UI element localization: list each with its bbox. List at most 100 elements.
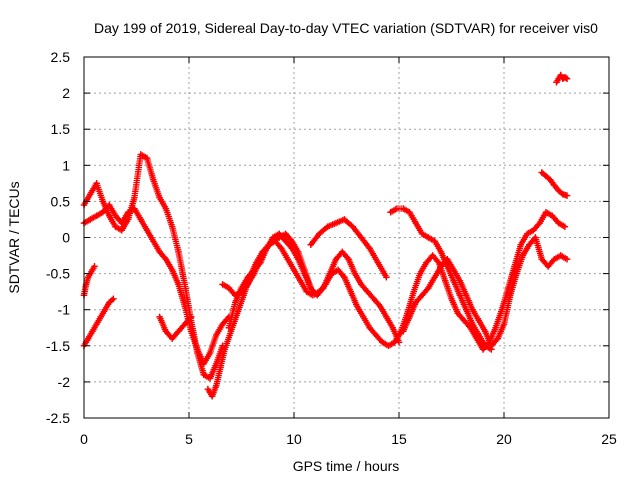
data-point [181,320,188,328]
data-point [513,270,520,277]
data-point [418,230,426,238]
data-point [169,335,176,342]
data-point [194,346,201,353]
data-point [387,209,394,216]
data-point [110,295,117,303]
grid-lines [84,57,609,418]
data-point [307,284,314,292]
series-4 [80,263,98,299]
data-point [162,205,170,212]
data-point [297,277,304,285]
data-point [469,320,476,328]
data-point [523,230,531,238]
data-point [364,288,371,295]
data-point [347,288,354,295]
data-point [549,212,556,220]
data-point [244,281,251,288]
series-2-markers [80,201,233,368]
data-point [206,375,214,382]
data-point [519,252,527,259]
data-point [238,288,245,295]
series-1 [80,151,226,382]
data-point [106,201,113,209]
data-point [358,281,365,288]
y-tick-label: -0.5 [46,266,70,282]
y-tick-label: -1 [58,302,71,318]
data-point [208,393,216,400]
data-point [206,349,214,357]
data-point [341,216,348,223]
x-tick-label: 0 [80,431,88,447]
y-tick-label: 1 [62,157,70,173]
data-point [376,302,384,310]
data-point [143,227,151,234]
y-tick-label: -2.5 [46,410,70,426]
x-tick-label: 20 [496,431,512,447]
y-axis-label: SDTVAR / TECUs [6,181,22,293]
data-point [353,302,361,310]
series-8-markers [219,230,314,299]
data-point [85,335,92,342]
data-point [463,306,470,313]
data-point [444,255,451,263]
data-point [473,335,480,342]
data-point [213,382,220,389]
data-point [532,234,539,241]
data-point [366,324,373,331]
y-tick-label: -1.5 [46,338,70,354]
data-point [517,241,524,248]
data-point [282,237,289,245]
data-point [219,281,226,288]
data-point [93,212,100,220]
series-11 [391,209,569,353]
x-tick-label: 15 [391,431,407,447]
data-point [406,209,413,216]
data-point [101,306,109,313]
data-point [162,255,170,263]
data-point [301,266,308,274]
data-point [156,313,163,321]
data-point [278,245,285,252]
data-point [379,338,386,346]
data-point [351,270,359,277]
data-point [332,255,340,263]
data-point [437,248,445,256]
data-point [213,331,220,339]
chart-title: Day 199 of 2019, Sidereal Day-to-day VTE… [94,20,598,36]
data-point [187,313,195,321]
x-tick-label: 25 [601,431,617,447]
data-point [488,342,495,349]
y-tick-label: -2 [58,374,71,390]
data-point [326,270,333,277]
data-point [89,266,96,274]
data-point [511,263,518,270]
data-point [463,292,470,299]
data-point [200,360,207,368]
data-point [507,292,514,299]
data-point [555,219,562,227]
data-point [416,270,424,277]
series-8 [219,230,314,299]
data-point [257,255,264,263]
data-point [553,79,560,86]
data-point [93,320,100,328]
data-point [538,255,545,263]
data-point [339,248,346,256]
data-point [542,172,550,180]
x-axis-label: GPS time / hours [293,458,400,474]
data-point [429,252,436,259]
data-point [250,270,258,277]
data-point [324,223,331,230]
data-point [99,209,107,216]
series-1-markers [80,151,226,382]
series-14 [553,71,571,86]
data-point [143,154,151,162]
x-tick-label: 10 [286,431,302,447]
data-point [93,180,100,187]
data-point [303,288,310,295]
data-point [99,198,107,205]
data-point [563,255,571,263]
data-point [181,281,188,288]
data-point [91,263,98,270]
